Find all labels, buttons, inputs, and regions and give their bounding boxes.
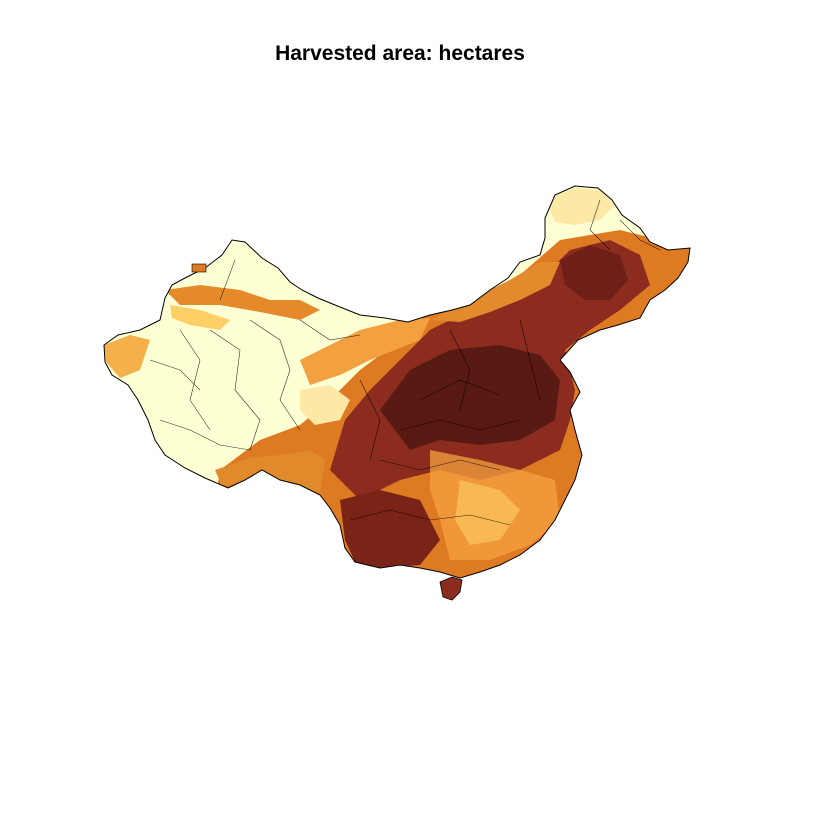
nw-patch [191,263,207,273]
density-rim-south-tibet [215,450,325,492]
density-gansu-corridor [300,318,430,385]
plot-title: Harvested area: hectares [275,42,525,65]
density-qinghai-light [300,385,350,425]
admin-boundaries [149,199,661,526]
density-rim-xinjiang-light [170,305,230,330]
hainan-island [439,576,463,601]
density-rim-west [104,335,150,378]
density-rim-xinjiang-north [165,285,320,320]
density-lower-southeast [455,480,520,545]
density-northeast-light [545,188,615,225]
density-high-south [340,490,440,568]
density-very-high-northeast [560,245,628,300]
